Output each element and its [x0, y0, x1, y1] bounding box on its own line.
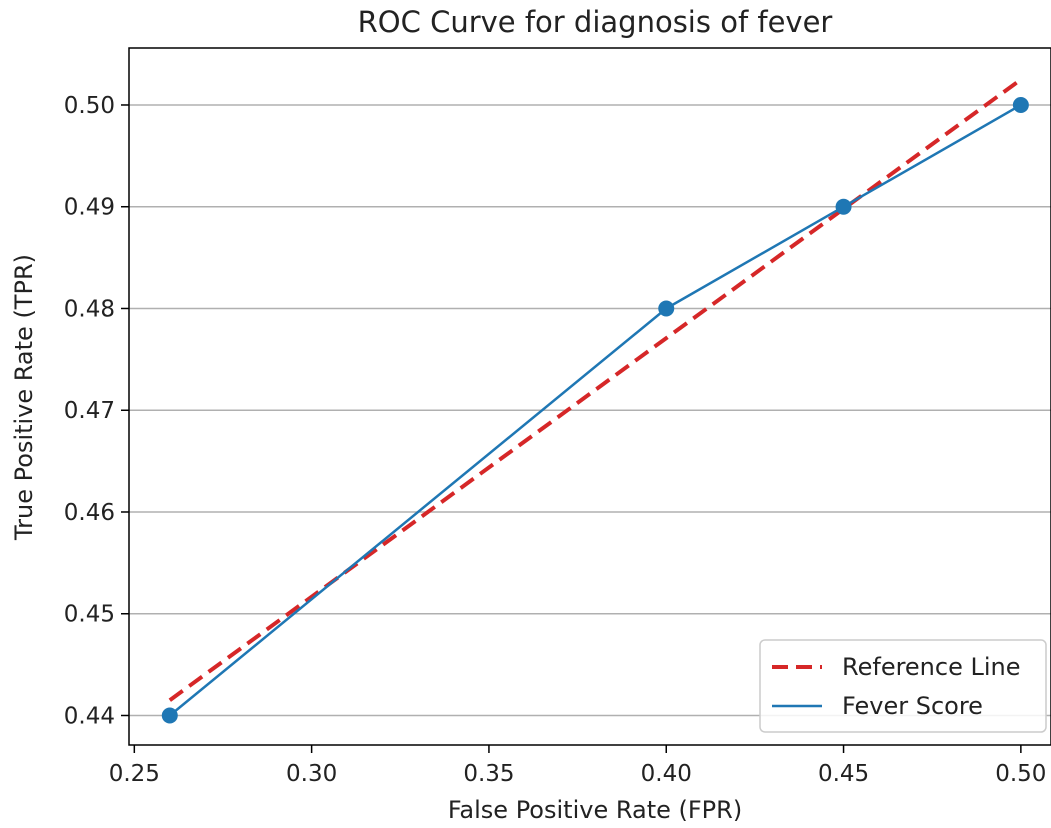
plot-frame — [128, 47, 1051, 746]
x-tick-label: 0.30 — [286, 761, 337, 787]
fever-score-point — [835, 198, 852, 215]
y-tick-label: 0.48 — [64, 296, 115, 322]
reference-line — [168, 77, 1023, 702]
y-tick-label: 0.44 — [64, 703, 115, 729]
fever-score-point — [658, 300, 675, 317]
chart-title: ROC Curve for diagnosis of fever — [358, 5, 833, 39]
x-tick-label: 0.45 — [818, 761, 869, 787]
legend: Reference Line Fever Score — [759, 639, 1047, 733]
x-tick-label: 0.50 — [995, 761, 1046, 787]
y-tick-label: 0.47 — [64, 398, 115, 424]
fever-score-point — [1012, 96, 1029, 113]
x-axis-label: False Positive Rate (FPR) — [448, 796, 742, 824]
fever-score-point — [161, 707, 178, 724]
y-tick-label: 0.46 — [64, 500, 115, 526]
x-tick-label: 0.40 — [641, 761, 692, 787]
axis-ticks: 0.44 0.45 0.46 0.47 0.48 0.49 0.50 0.25 0.30 0.35… — [64, 93, 1047, 787]
y-tick-label: 0.50 — [64, 93, 115, 119]
legend-label: Reference Line — [842, 653, 1021, 681]
y-axis-label: True Positive Rate (TPR) — [10, 254, 38, 541]
legend-label: Fever Score — [842, 692, 983, 720]
legend-box — [759, 639, 1047, 733]
x-tick-label: 0.35 — [463, 761, 514, 787]
series-layer — [161, 77, 1029, 724]
fever-score-line — [169, 103, 1022, 717]
gridlines — [129, 104, 1051, 717]
x-tick-label: 0.25 — [109, 761, 160, 787]
y-tick-label: 0.45 — [64, 602, 115, 628]
y-tick-label: 0.49 — [64, 195, 115, 221]
